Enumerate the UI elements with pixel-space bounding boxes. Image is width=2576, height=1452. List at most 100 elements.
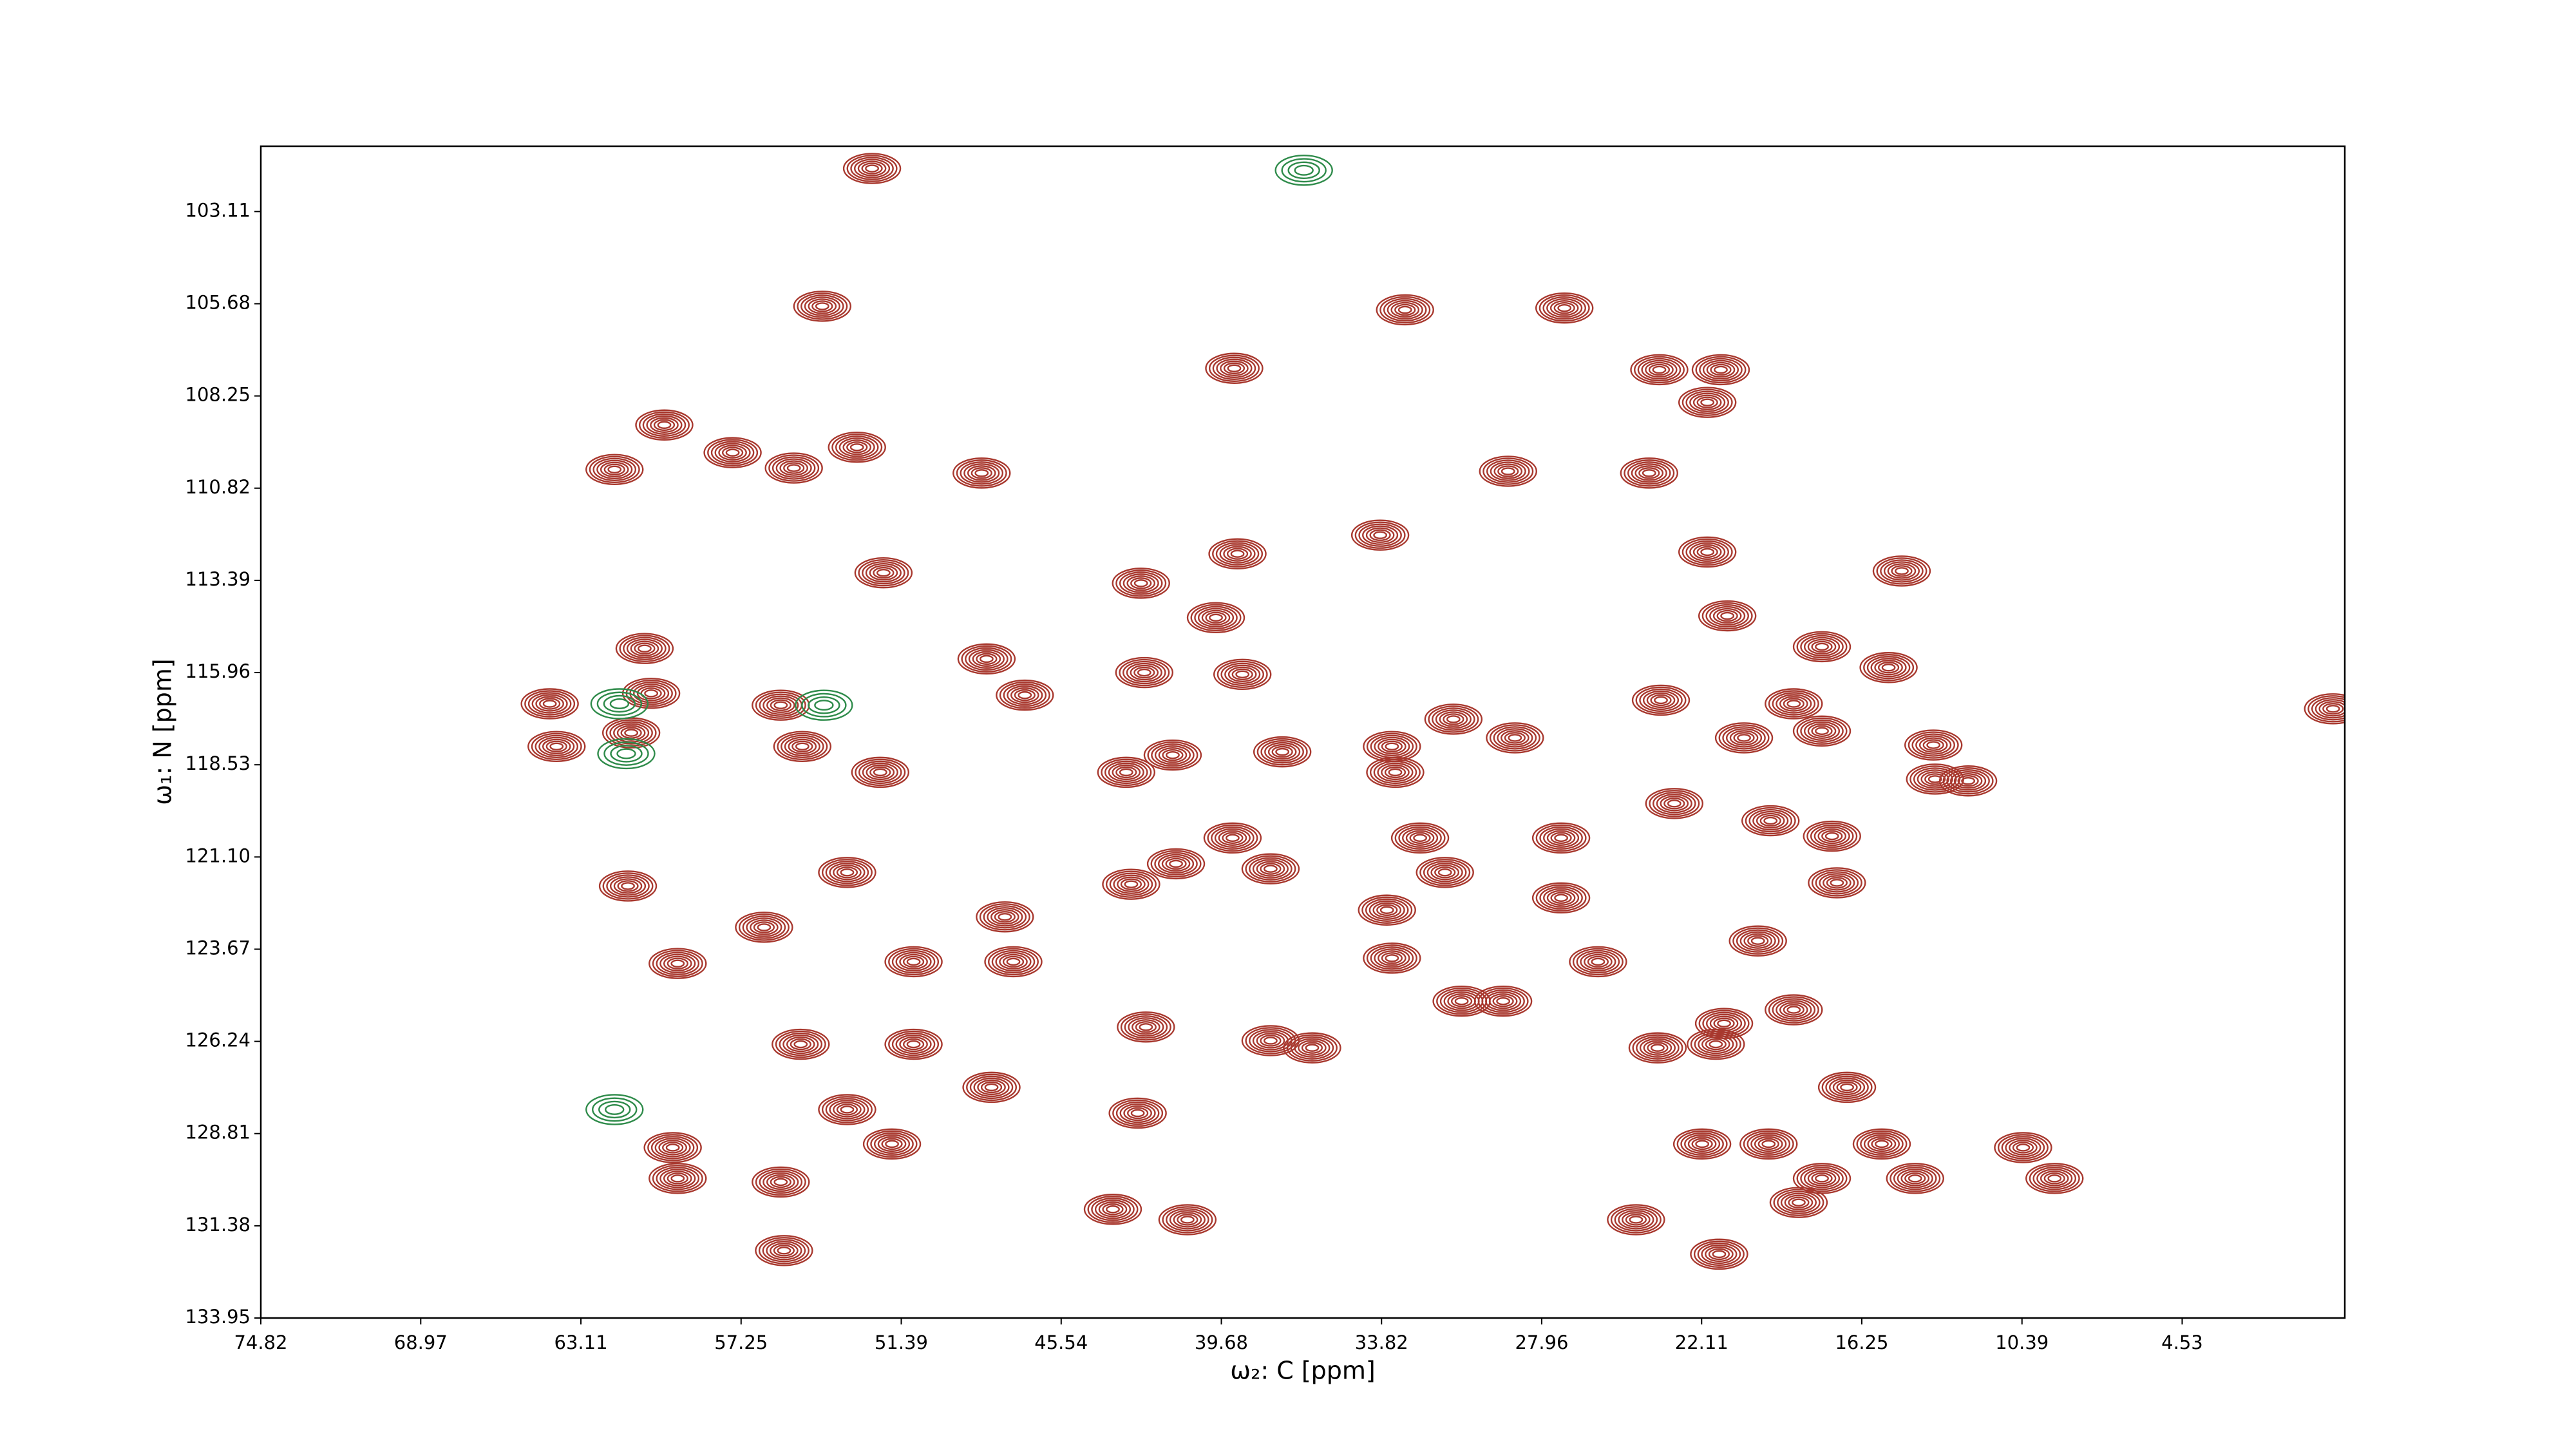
contour-ring — [2307, 695, 2345, 723]
peak — [2025, 1163, 2084, 1194]
contour-ring — [1645, 788, 1704, 819]
contour-ring — [1256, 1033, 1285, 1049]
contour-ring — [755, 1235, 813, 1266]
contour-ring — [1419, 859, 1471, 886]
contour-ring — [891, 1032, 936, 1056]
contour-ring — [746, 917, 782, 937]
contour-ring — [821, 859, 873, 886]
contour-ring — [974, 469, 989, 477]
contour-ring — [1815, 1174, 1829, 1183]
peak — [649, 1163, 707, 1194]
peak — [1620, 457, 1678, 489]
contour-ring — [647, 1134, 699, 1161]
contour-ring — [1698, 600, 1757, 632]
contour-ring — [1256, 861, 1285, 877]
peak — [1769, 1187, 1828, 1218]
contour-ring — [1792, 1198, 1806, 1207]
contour-ring — [609, 721, 653, 745]
contour-ring — [592, 1097, 638, 1122]
contour-ring — [1501, 730, 1530, 746]
contour-ring — [1290, 1036, 1334, 1060]
contour-ring — [1870, 658, 1907, 678]
contour-ring — [1815, 871, 1859, 895]
contour-ring — [1151, 743, 1195, 767]
contour-ring — [1716, 609, 1738, 622]
contour-ring — [2322, 703, 2344, 715]
contour-ring — [1649, 790, 1700, 817]
contour-ring — [1220, 360, 1249, 376]
contour-ring — [1381, 952, 1403, 964]
contour-ring — [714, 443, 751, 463]
contour-ring — [1126, 662, 1162, 683]
peak — [884, 1028, 943, 1060]
contour-ring — [967, 465, 996, 481]
contour-ring — [1745, 807, 1796, 835]
contour-ring — [2318, 701, 2345, 717]
contour-ring — [1632, 1034, 1683, 1062]
contour-ring — [1112, 1099, 1164, 1127]
contour-ring — [1227, 364, 1242, 372]
contour-ring — [1409, 832, 1431, 845]
contour-ring — [542, 738, 571, 754]
contour-ring — [1652, 365, 1667, 374]
peak — [1803, 820, 1861, 852]
contour-ring — [1301, 1042, 1323, 1054]
contour-ring — [1281, 158, 1327, 183]
contour-ring — [1224, 664, 1261, 685]
contour-ring — [752, 1166, 810, 1198]
contour-ring — [1706, 361, 1736, 378]
contour-ring — [1550, 892, 1572, 904]
contour-ring — [869, 565, 898, 581]
contour-ring — [850, 157, 894, 180]
contour-ring — [650, 1136, 695, 1160]
y-tick-label: 118.53 — [185, 752, 251, 774]
contour-ring — [1205, 611, 1227, 624]
y-tick-label: 133.95 — [185, 1306, 251, 1328]
contour-ring — [1796, 1165, 1848, 1192]
contour-ring — [1162, 749, 1184, 761]
contour-ring — [650, 417, 679, 433]
contour-ring — [773, 701, 788, 709]
contour-ring — [1366, 756, 1425, 788]
contour-ring — [1628, 1032, 1687, 1064]
peak — [1531, 822, 1591, 854]
contour-ring — [1354, 521, 1406, 549]
contour-ring — [1867, 1136, 1897, 1152]
contour-ring — [1678, 387, 1737, 418]
contour-ring — [1267, 743, 1297, 760]
contour-ring — [1539, 886, 1583, 910]
contour-ring — [1807, 1170, 1837, 1187]
contour-ring — [1607, 1204, 1665, 1236]
peak — [1366, 756, 1425, 788]
contour-ring — [609, 698, 630, 709]
contour-ring — [649, 1163, 707, 1194]
contour-ring — [1741, 805, 1800, 837]
contour-ring — [1241, 1025, 1300, 1056]
contour-ring — [1201, 609, 1231, 626]
contour-ring — [1497, 465, 1519, 477]
contour-ring — [603, 741, 649, 766]
contour-ring — [906, 1040, 921, 1049]
contour-ring — [1226, 834, 1240, 843]
contour-ring — [1872, 555, 1931, 587]
contour-ring — [818, 857, 876, 888]
contour-ring — [1624, 459, 1675, 487]
contour-ring — [1728, 925, 1787, 957]
peak — [1115, 656, 1174, 689]
contour-ring — [1709, 1015, 1739, 1031]
contour-ring — [1378, 738, 1406, 754]
peak — [1108, 1097, 1167, 1129]
x-tick-label: 74.82 — [234, 1332, 287, 1353]
contour-ring — [1180, 1216, 1195, 1224]
contour-ring — [804, 296, 840, 316]
contour-ring — [609, 876, 647, 896]
peak — [1792, 715, 1852, 747]
contour-ring — [963, 463, 1000, 483]
contour-ring — [649, 948, 707, 979]
contour-ring — [1169, 1210, 1206, 1230]
contour-ring — [1908, 731, 1959, 759]
contour-ring — [1428, 705, 1479, 733]
contour-ring — [1915, 735, 1952, 755]
y-tick-label: 113.39 — [185, 568, 251, 590]
